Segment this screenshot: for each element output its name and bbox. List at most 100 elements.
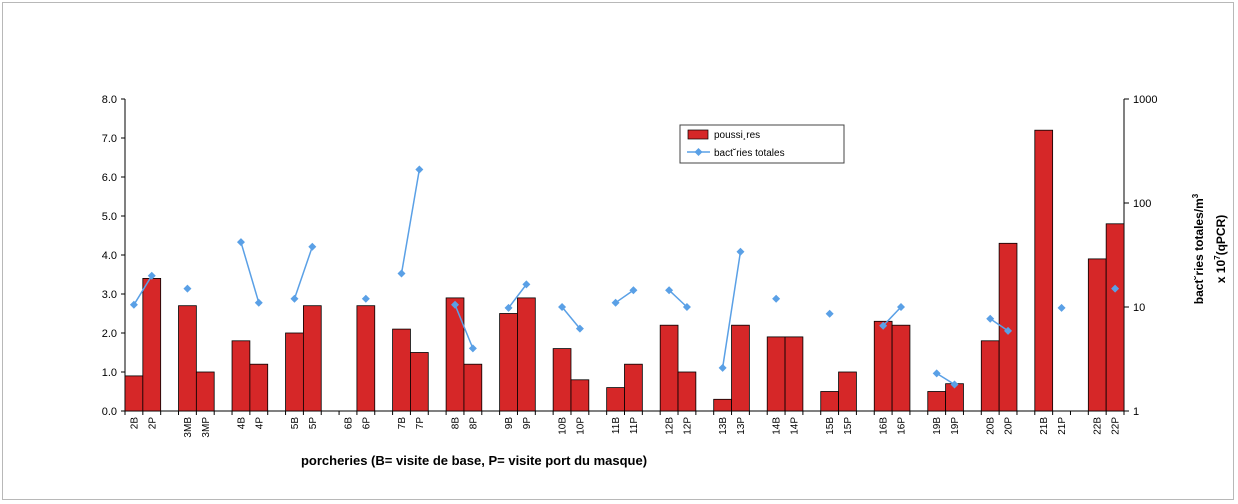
x-tick-label: 13P <box>736 417 747 435</box>
line-segment <box>989 318 1009 332</box>
x-tick-label: 20B <box>986 417 997 435</box>
bar <box>873 320 893 412</box>
line-segment <box>615 289 634 304</box>
bar <box>1087 258 1107 412</box>
line-marker <box>522 280 531 289</box>
x-tick-label: 3MP <box>201 417 212 438</box>
bar <box>356 305 376 412</box>
y-tick-label: 2.0 <box>102 328 117 340</box>
x-tick-label: 9B <box>504 417 515 430</box>
line-marker <box>451 300 460 309</box>
bar <box>517 297 536 412</box>
line-marker <box>183 284 192 293</box>
line-marker <box>397 269 406 278</box>
bar-series <box>124 129 1125 412</box>
x-tick-label: 7B <box>397 417 408 430</box>
x-tick-label: 5P <box>308 417 319 430</box>
line-marker <box>361 294 370 303</box>
line-marker <box>290 294 299 303</box>
x-tick-label: 7P <box>415 417 426 430</box>
line-marker <box>950 380 959 389</box>
line-marker <box>736 247 745 256</box>
x-tick-label: 15B <box>825 417 836 435</box>
line-segment <box>240 241 260 303</box>
x-tick-label: 8P <box>468 417 479 430</box>
x-tick-label: 16B <box>879 417 890 435</box>
line-marker <box>986 314 995 323</box>
bar <box>499 313 518 412</box>
x-tick-label: 14B <box>772 417 783 435</box>
bar <box>1034 129 1054 412</box>
axes: 0.0 1.0 2.0 3.0 4.0 5.0 6.0 7.0 8.0 1 10 100 1000 2B 2… <box>102 94 1158 438</box>
line-marker <box>308 242 317 251</box>
line-segment <box>133 275 153 306</box>
line-marker <box>236 238 245 247</box>
svg-text:x 107(qPCR): x 107(qPCR) <box>1213 215 1228 283</box>
x-tick-label: 21P <box>1057 417 1068 435</box>
x-tick-label: 22P <box>1111 417 1122 435</box>
bar <box>766 336 786 412</box>
y2-title-line2-post: (qPCR) <box>1214 215 1228 256</box>
x-tick-label: 5B <box>290 417 301 430</box>
x-tick-label: 11P <box>629 417 640 434</box>
line-segment <box>454 304 474 349</box>
x-tick-label: 11B <box>611 417 622 434</box>
line-marker <box>468 344 477 353</box>
x-tick-label: 21B <box>1039 417 1050 435</box>
line-marker <box>147 271 156 280</box>
bar <box>677 371 697 412</box>
line-marker <box>682 303 691 311</box>
y2-title-sup: 3 <box>1191 193 1200 198</box>
line-marker <box>611 298 620 307</box>
x-tick-label: 20P <box>1004 417 1015 435</box>
y2-tick-label: 10 <box>1133 302 1145 314</box>
bar <box>713 398 732 412</box>
x-tick-label: 2B <box>129 417 140 430</box>
bar <box>784 336 804 412</box>
x-tick-label: 13B <box>718 417 729 435</box>
y2-tick-label: 1 <box>1133 406 1139 418</box>
bar <box>142 277 162 412</box>
line-segment <box>936 372 955 386</box>
line-segment <box>293 246 314 300</box>
x-tick-label: 2P <box>147 417 158 430</box>
bar <box>731 324 750 412</box>
y2-title-line1: bact˘ries totales/m <box>1192 198 1206 304</box>
bar <box>1105 223 1125 412</box>
bar <box>124 375 144 412</box>
line-segment <box>400 169 421 274</box>
line-segment <box>507 283 527 309</box>
legend: poussi¸res bact˘ries totales <box>679 124 845 164</box>
y2-tick-label: 1000 <box>1133 94 1157 106</box>
y-tick-label: 1.0 <box>102 367 117 379</box>
y2-axis-title: bact˘ries totales/m3 x 107(qPCR) <box>1191 193 1228 304</box>
x-tick-label: 9P <box>522 417 533 430</box>
line-marker <box>504 303 513 312</box>
y-tick-label: 6.0 <box>102 172 117 184</box>
y2-title-line2-pre: x 10 <box>1214 260 1228 284</box>
line-series <box>129 165 1120 389</box>
bar-line-chart: 0.0 1.0 2.0 3.0 4.0 5.0 6.0 7.0 8.0 1 10 100 1000 2B 2… <box>102 94 1228 468</box>
bar <box>838 371 857 412</box>
legend-marker <box>694 148 703 156</box>
bar <box>927 391 947 412</box>
line-marker <box>558 303 567 311</box>
y-tick-label: 8.0 <box>102 94 117 106</box>
bar <box>302 305 322 412</box>
line-marker <box>665 286 674 295</box>
x-tick-label: 10P <box>575 417 586 435</box>
bar <box>606 387 625 412</box>
x-tick-label: 14P <box>789 417 800 435</box>
line-segment <box>721 251 742 368</box>
x-tick-label: 19B <box>932 417 943 435</box>
line-marker <box>897 303 906 311</box>
line-marker <box>575 324 584 333</box>
line-segment <box>882 306 902 327</box>
bar <box>624 363 643 412</box>
x-tick-label: 15P <box>843 417 854 435</box>
y-tick-label: 5.0 <box>102 211 117 223</box>
line-marker <box>932 369 941 378</box>
bar <box>552 348 572 412</box>
x-tick-label: 4B <box>236 417 247 430</box>
